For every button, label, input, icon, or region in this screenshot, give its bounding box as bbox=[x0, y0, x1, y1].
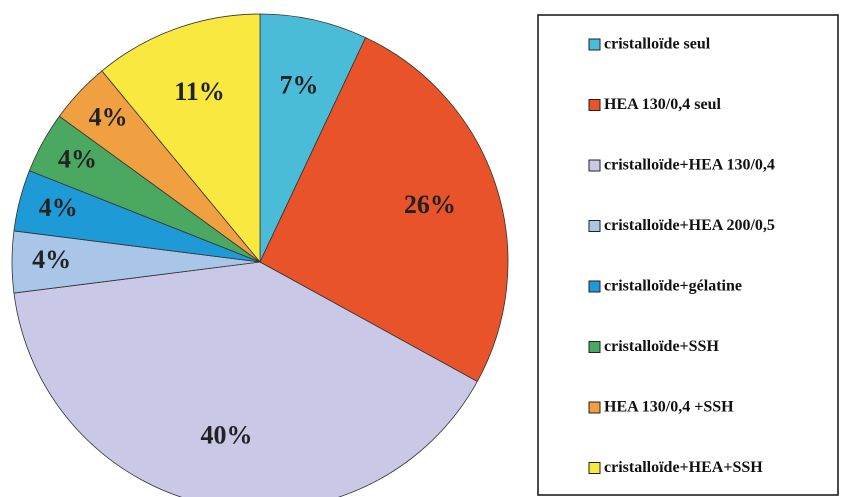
pie-slice bbox=[101, 13, 261, 264]
legend-box bbox=[537, 14, 839, 496]
pie-slice bbox=[259, 37, 509, 383]
slice-label: 26% bbox=[404, 190, 456, 219]
legend-label: HEA 130/0,4 seul bbox=[604, 96, 721, 113]
legend-swatch bbox=[588, 401, 601, 414]
pie-slice bbox=[259, 13, 367, 263]
slice-label: 4% bbox=[89, 102, 128, 131]
legend-swatch bbox=[588, 38, 601, 51]
slice-label: 40% bbox=[201, 420, 253, 449]
legend-label: HEA 130/0,4 +SSH bbox=[604, 399, 734, 416]
slice-label: 4% bbox=[58, 145, 97, 174]
legend-label: cristalloïde+gélatine bbox=[604, 278, 742, 295]
legend-label: cristalloïde+HEA+SSH bbox=[604, 459, 763, 476]
slice-label: 4% bbox=[32, 245, 71, 274]
legend-swatch bbox=[588, 280, 601, 293]
legend-swatch bbox=[588, 341, 601, 353]
slice-label: 7% bbox=[279, 71, 318, 100]
legend-swatch bbox=[588, 159, 601, 172]
legend-swatch bbox=[588, 99, 601, 111]
slice-label: 4% bbox=[39, 193, 78, 222]
slice-label: 11% bbox=[174, 77, 225, 106]
legend-swatch bbox=[588, 220, 601, 232]
legend-label: cristalloïde seul bbox=[604, 36, 711, 53]
pie-slice bbox=[13, 261, 478, 497]
legend-label: cristalloïde+SSH bbox=[604, 338, 719, 355]
legend-label: cristalloïde+HEA 130/0,4 bbox=[604, 157, 775, 174]
legend-label: cristalloïde+HEA 200/0,5 bbox=[604, 217, 775, 234]
legend-swatch bbox=[588, 462, 601, 474]
